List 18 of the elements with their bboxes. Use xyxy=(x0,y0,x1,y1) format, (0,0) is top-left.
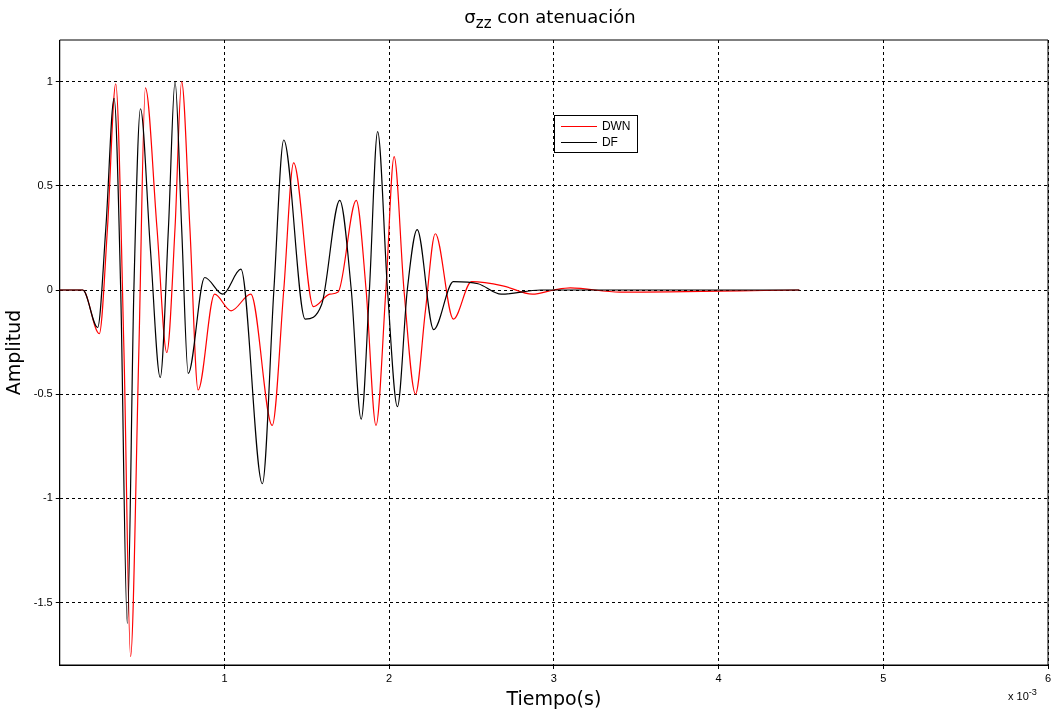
x-axis-title: Tiempo(s) xyxy=(505,686,602,709)
y-tick-label: 1 xyxy=(46,74,53,87)
x-tick-label: 6 xyxy=(1044,671,1052,684)
x-tick-label: 5 xyxy=(880,671,887,684)
x-tick-label: 4 xyxy=(715,671,722,684)
y-tick-label: 0.5 xyxy=(37,178,53,191)
legend-label: DWN xyxy=(601,119,631,133)
x-tick-label: 3 xyxy=(550,671,557,684)
y-tick-label: -1.5 xyxy=(33,595,53,608)
y-tick-label: 0 xyxy=(46,283,53,296)
legend-label: DF xyxy=(601,135,618,149)
y-tick-label: -1 xyxy=(42,491,53,504)
x-tick-label: 1 xyxy=(221,671,228,684)
chart-title: σ$_{zz}$ con atenuación xyxy=(463,6,637,32)
y-tick-label: -0.5 xyxy=(33,387,53,400)
text: x 10$^{-3}$ xyxy=(1008,687,1037,702)
x-tick-label: 2 xyxy=(386,671,393,684)
y-axis-title: Amplitud xyxy=(2,309,25,396)
